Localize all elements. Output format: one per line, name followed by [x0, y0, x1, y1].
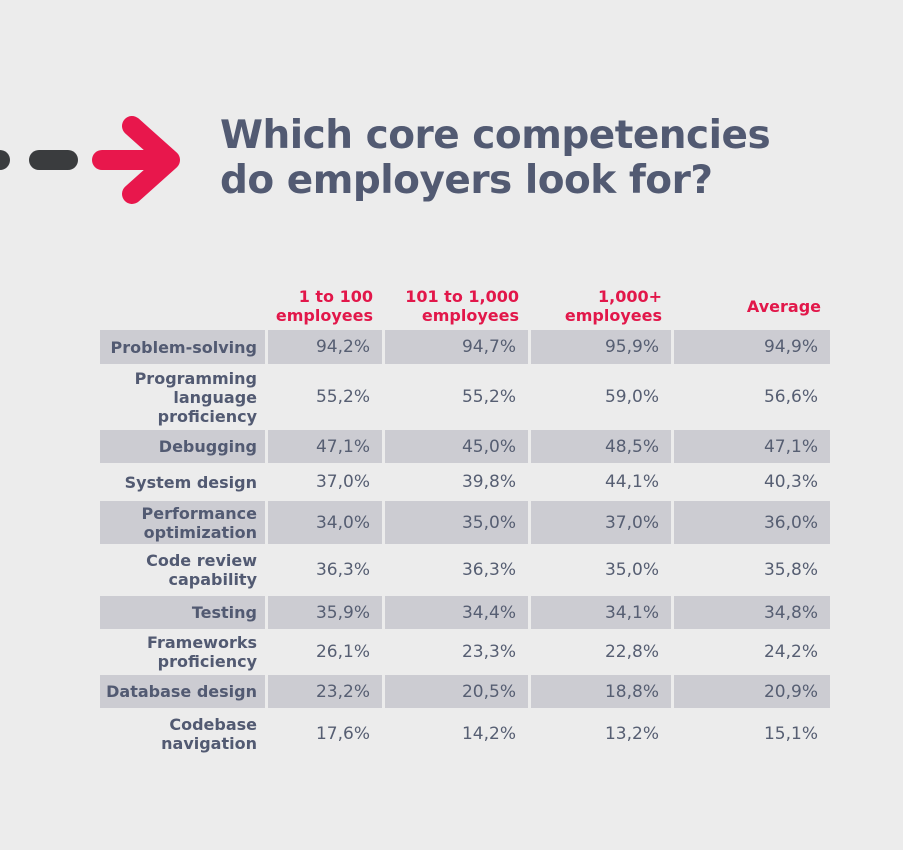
value-cell: 37,0% [531, 501, 671, 544]
value-cell: 15,1% [763, 723, 818, 744]
value-cell: 45,0% [385, 430, 528, 463]
row-label: Performance optimization [100, 501, 265, 544]
value-cell: 59,0% [604, 387, 659, 407]
value-cell: 94,9% [674, 330, 830, 364]
table-row: Performance optimization 34,0% 35,0% 37,0… [100, 501, 830, 544]
column-header: 101 to 1,000 employees [405, 287, 519, 325]
row-label: Problem-solving [100, 330, 265, 364]
value-cell: 55,2% [315, 387, 370, 407]
page-title: Which core competencies do employers loo… [220, 113, 880, 203]
dash-segment [29, 150, 78, 170]
value-cell: 48,5% [531, 430, 671, 463]
arrow-icon [0, 116, 180, 204]
value-cell: 36,3% [315, 560, 370, 580]
row-label: Codebase navigation [161, 714, 257, 753]
value-cell: 39,8% [461, 472, 516, 492]
competency-table: 1 to 100 employees 101 to 1,000 employees … [97, 277, 833, 759]
value-cell: 34,1% [531, 596, 671, 629]
value-cell: 13,2% [604, 723, 659, 744]
value-cell: 94,7% [385, 330, 528, 364]
value-cell: 26,1% [315, 642, 370, 662]
table-row: Code review capability 36,3% 36,3% 35,0% … [100, 546, 830, 594]
column-header: Average [746, 297, 821, 316]
table-row: Frameworks proficiency 26,1% 23,3% 22,8% … [100, 631, 830, 673]
column-header: 1,000+ employees [564, 287, 662, 325]
table-row: Codebase navigation 17,6% 14,2% 13,2% 15,… [100, 710, 830, 757]
table-row: System design 37,0% 39,8% 44,1% 40,3% [100, 465, 830, 499]
value-cell: 23,2% [268, 675, 382, 708]
table-header-row: 1 to 100 employees 101 to 1,000 employees … [100, 279, 830, 328]
value-cell: 35,0% [604, 560, 659, 580]
value-cell: 20,9% [674, 675, 830, 708]
value-cell: 40,3% [763, 472, 818, 492]
value-cell: 47,1% [268, 430, 382, 463]
value-cell: 95,9% [531, 330, 671, 364]
value-cell: 20,5% [385, 675, 528, 708]
table-row: Testing 35,9% 34,4% 34,1% 34,8% [100, 596, 830, 629]
table-row: Database design 23,2% 20,5% 18,8% 20,9% [100, 675, 830, 708]
value-cell: 36,0% [674, 501, 830, 544]
row-label: Database design [100, 675, 265, 708]
row-label: Frameworks proficiency [147, 633, 257, 671]
value-cell: 34,8% [674, 596, 830, 629]
value-cell: 14,2% [461, 723, 516, 744]
value-cell: 47,1% [674, 430, 830, 463]
table-row: Programming language proficiency 55,2% 55,… [100, 366, 830, 428]
value-cell: 17,6% [315, 723, 370, 744]
row-label: Debugging [100, 430, 265, 463]
header-blank [100, 279, 265, 328]
arrow-shape [92, 116, 180, 204]
dash-segment [0, 150, 10, 170]
title-line: do employers look for? [220, 158, 713, 203]
value-cell: 22,8% [604, 642, 659, 662]
row-label: System design [124, 472, 257, 492]
row-label: Programming language proficiency [134, 368, 257, 426]
value-cell: 94,2% [268, 330, 382, 364]
value-cell: 56,6% [763, 387, 818, 407]
table-row: Debugging 47,1% 45,0% 48,5% 47,1% [100, 430, 830, 463]
value-cell: 34,4% [385, 596, 528, 629]
value-cell: 24,2% [763, 642, 818, 662]
row-label: Testing [100, 596, 265, 629]
column-header: 1 to 100 employees [275, 287, 373, 325]
value-cell: 55,2% [461, 387, 516, 407]
value-cell: 23,3% [461, 642, 516, 662]
value-cell: 36,3% [461, 560, 516, 580]
title-line: Which core competencies [220, 113, 771, 158]
value-cell: 34,0% [268, 501, 382, 544]
value-cell: 35,8% [763, 560, 818, 580]
value-cell: 35,0% [385, 501, 528, 544]
value-cell: 37,0% [315, 472, 370, 492]
table-row: Problem-solving 94,2% 94,7% 95,9% 94,9% [100, 330, 830, 364]
value-cell: 35,9% [268, 596, 382, 629]
value-cell: 18,8% [531, 675, 671, 708]
value-cell: 44,1% [604, 472, 659, 492]
row-label: Code review capability [146, 551, 257, 589]
